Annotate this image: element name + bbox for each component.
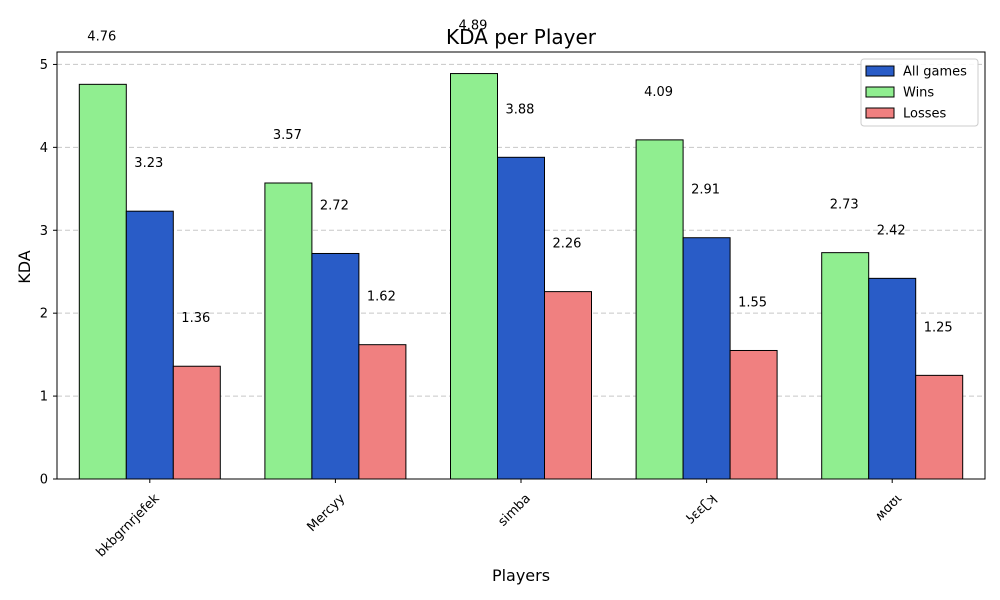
data-label-all-games-3: 2.91	[691, 183, 720, 198]
data-label-losses-0: 1.36	[181, 311, 210, 326]
y-tick-label-1: 1	[40, 390, 48, 405]
data-label-all-games-0: 3.23	[134, 156, 163, 171]
x-axis-label: Players	[492, 566, 550, 585]
y-tick-label-0: 0	[40, 473, 48, 488]
x-tick-label-2: simba	[495, 491, 533, 529]
bar-all-games-1	[311, 252, 360, 480]
bar-all-games-3	[682, 237, 731, 480]
legend-swatch-all-games	[865, 65, 895, 77]
x-tick-label-1: Mercyy	[305, 491, 349, 535]
x-tick-label-3: ʖɛɛʗʞ	[683, 491, 719, 527]
bar-wins-2	[450, 73, 498, 480]
bar-losses-3	[729, 349, 778, 480]
x-axis-ticks: bkbgrnrjefek Mercyy simba ʖɛɛʗʞ ʍɑʊɩ	[94, 479, 905, 560]
bar-wins-3	[635, 139, 684, 480]
bar-all-games-4	[868, 277, 917, 480]
legend-label-all-games: All games	[903, 65, 967, 80]
bar-wins-0	[78, 83, 127, 480]
y-tick-label-3: 3	[40, 224, 48, 239]
data-label-all-games-1: 2.72	[320, 198, 349, 213]
data-labels: 4.76 3.23 1.36 3.57 2.72 1.62 4.89 3.88 2.26 4.09…	[87, 19, 952, 336]
data-label-losses-3: 1.55	[738, 295, 767, 310]
bars	[78, 73, 964, 480]
bar-wins-1	[264, 182, 313, 480]
data-label-wins-1: 3.57	[273, 128, 302, 143]
bar-all-games-2	[497, 156, 545, 480]
legend-label-wins: Wins	[903, 86, 934, 101]
x-tick-label-0: bkbgrnrjefek	[94, 491, 163, 560]
legend-swatch-losses	[865, 107, 895, 119]
y-tick-label-2: 2	[40, 307, 48, 322]
chart-title: KDA per Player	[446, 25, 597, 49]
y-axis-label: KDA	[15, 250, 34, 284]
data-label-losses-1: 1.62	[367, 290, 396, 305]
legend-label-losses: Losses	[903, 107, 947, 122]
bar-losses-0	[172, 365, 221, 480]
data-label-losses-2: 2.26	[553, 237, 582, 252]
y-tick-label-5: 5	[40, 58, 48, 73]
data-label-all-games-4: 2.42	[877, 223, 906, 238]
bar-losses-1	[358, 344, 407, 480]
bar-all-games-0	[125, 210, 174, 480]
data-label-wins-0: 4.76	[87, 29, 116, 44]
legend-swatch-wins	[865, 86, 895, 98]
bar-losses-2	[544, 291, 592, 480]
data-label-wins-4: 2.73	[830, 198, 859, 213]
y-tick-label-4: 4	[40, 141, 48, 156]
bar-wins-4	[821, 252, 870, 480]
legend: All games Wins Losses	[860, 58, 979, 127]
data-label-all-games-2: 3.88	[506, 102, 535, 117]
bar-losses-4	[915, 374, 964, 480]
data-label-wins-2: 4.89	[459, 19, 488, 34]
x-tick-label-4: ʍɑʊɩ	[872, 491, 905, 524]
data-label-wins-3: 4.09	[644, 85, 673, 100]
y-axis-ticks: 0 1 2 3 4 5	[40, 58, 57, 488]
data-label-losses-4: 1.25	[924, 320, 953, 335]
